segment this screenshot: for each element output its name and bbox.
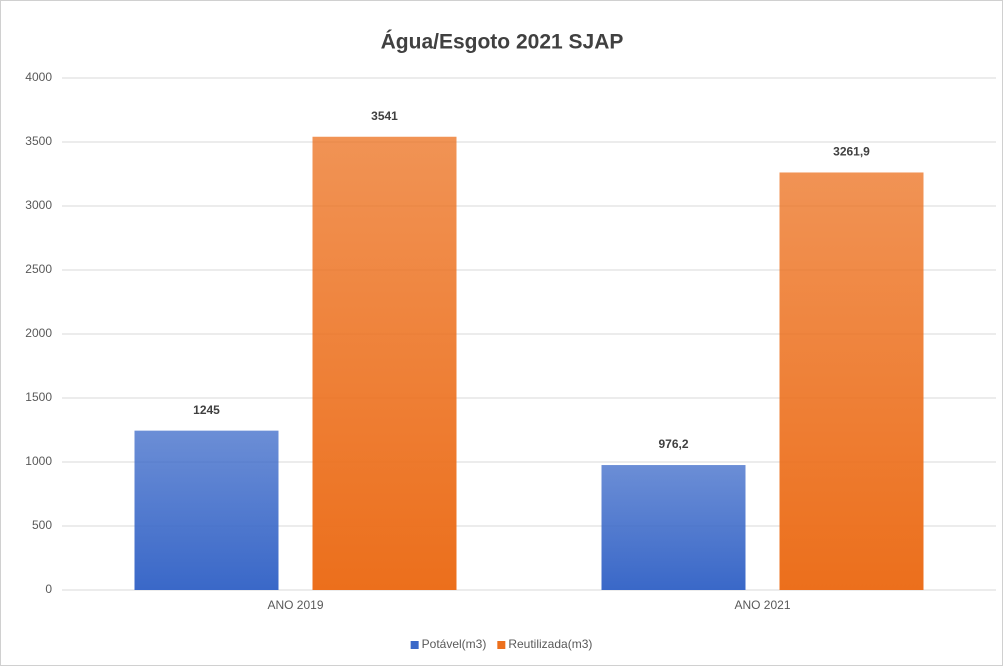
bar	[779, 172, 924, 590]
y-tick-label: 1500	[25, 390, 52, 404]
bar	[312, 136, 457, 590]
y-tick-label: 0	[45, 582, 52, 596]
bar	[134, 430, 279, 590]
y-tick-label: 2000	[25, 326, 52, 340]
legend-swatch	[410, 641, 419, 649]
value-label: 976,2	[658, 437, 688, 451]
legend-swatch	[497, 641, 506, 649]
value-label: 3261,9	[833, 145, 870, 159]
y-tick-label: 4000	[25, 70, 52, 84]
y-tick-label: 1000	[25, 454, 52, 468]
legend-label: Reutilizada(m3)	[508, 637, 592, 651]
value-label: 1245	[193, 403, 220, 417]
chart-title: Água/Esgoto 2021 SJAP	[381, 31, 624, 54]
y-tick-label: 2500	[25, 262, 52, 276]
bar	[601, 465, 746, 590]
x-tick-label: ANO 2019	[267, 598, 323, 612]
y-tick-label: 3500	[25, 134, 52, 148]
legend-label: Potável(m3)	[422, 637, 487, 651]
value-label: 3541	[371, 109, 398, 123]
x-tick-label: ANO 2021	[734, 598, 790, 612]
y-tick-label: 500	[32, 518, 52, 532]
y-tick-label: 3000	[25, 198, 52, 212]
